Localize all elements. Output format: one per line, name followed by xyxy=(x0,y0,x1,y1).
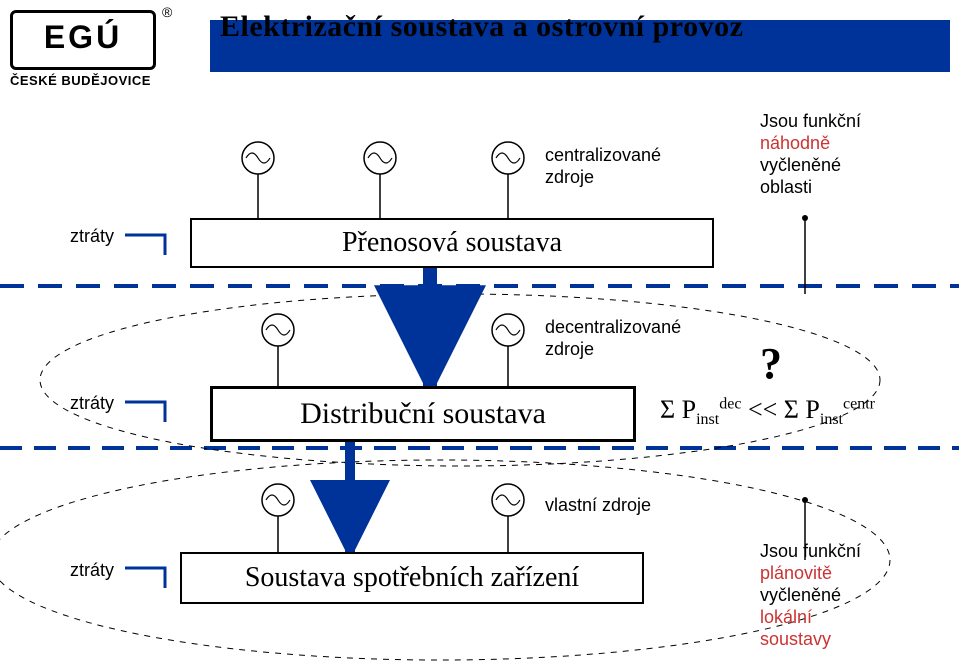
sup-l: dec xyxy=(719,395,741,412)
page-title: Elektrizační soustava a ostrovní provoz xyxy=(220,10,743,44)
ri-3: vyčleněné xyxy=(760,155,841,175)
pi-1: Jsou funkční xyxy=(760,541,861,561)
box-transmission: Přenosová soustava xyxy=(190,218,714,268)
box-distribution: Distribuční soustava xyxy=(210,386,636,442)
question-mark: ? xyxy=(760,338,782,389)
gen-row1 xyxy=(242,142,524,218)
pi-2: plánovitě xyxy=(760,563,832,583)
ri-4: oblasti xyxy=(760,177,812,197)
losses-label-1: ztráty xyxy=(70,226,114,247)
logo-text: EGÚ xyxy=(10,10,156,70)
label-planned-islands: Jsou funkční plánovitě vyčleněné lokální… xyxy=(760,540,861,650)
gen-row3 xyxy=(262,484,524,552)
loss-bracket-2 xyxy=(125,402,165,422)
label-own-1: vlastní zdroje xyxy=(545,495,651,515)
label-own: vlastní zdroje xyxy=(545,494,651,516)
p-2: P xyxy=(805,395,819,424)
label-centralized-2: zdroje xyxy=(545,167,594,187)
label-random-islands: Jsou funkční náhodně vyčleněné oblasti xyxy=(760,110,861,198)
loss-bracket-3 xyxy=(125,568,165,588)
ri-2: náhodně xyxy=(760,133,830,153)
losses-label-2: ztráty xyxy=(70,393,114,414)
p-1: P xyxy=(682,395,696,424)
sigma-1: Σ xyxy=(660,395,675,424)
rel: << xyxy=(748,395,777,424)
logo-subtitle: ČESKÉ BUDĚJOVICE xyxy=(10,73,165,88)
sub-2: inst xyxy=(820,411,843,428)
pi-3: vyčleněné xyxy=(760,585,841,605)
ri-1: Jsou funkční xyxy=(760,111,861,131)
sigma-2: Σ xyxy=(784,395,799,424)
formula: Σ Pinstdec << Σ Pinstcentr xyxy=(660,395,959,429)
loss-bracket-1 xyxy=(125,235,165,255)
logo: EGÚ ® ČESKÉ BUDĚJOVICE xyxy=(10,10,165,98)
losses-label-3: ztráty xyxy=(70,560,114,581)
gen-row2 xyxy=(262,314,524,386)
label-centralized-1: centralizované xyxy=(545,145,661,165)
label-decentralized: decentralizované zdroje xyxy=(545,316,681,360)
box-load: Soustava spotřebních zařízení xyxy=(180,552,644,604)
label-centralized: centralizované zdroje xyxy=(545,144,661,188)
pi-4: lokální xyxy=(760,607,812,627)
pi-5: soustavy xyxy=(760,629,831,649)
label-decentralized-1: decentralizované xyxy=(545,317,681,337)
label-decentralized-2: zdroje xyxy=(545,339,594,359)
registered-icon: ® xyxy=(162,4,172,20)
sup-r: centr xyxy=(843,395,875,412)
sub-1: inst xyxy=(696,411,719,428)
